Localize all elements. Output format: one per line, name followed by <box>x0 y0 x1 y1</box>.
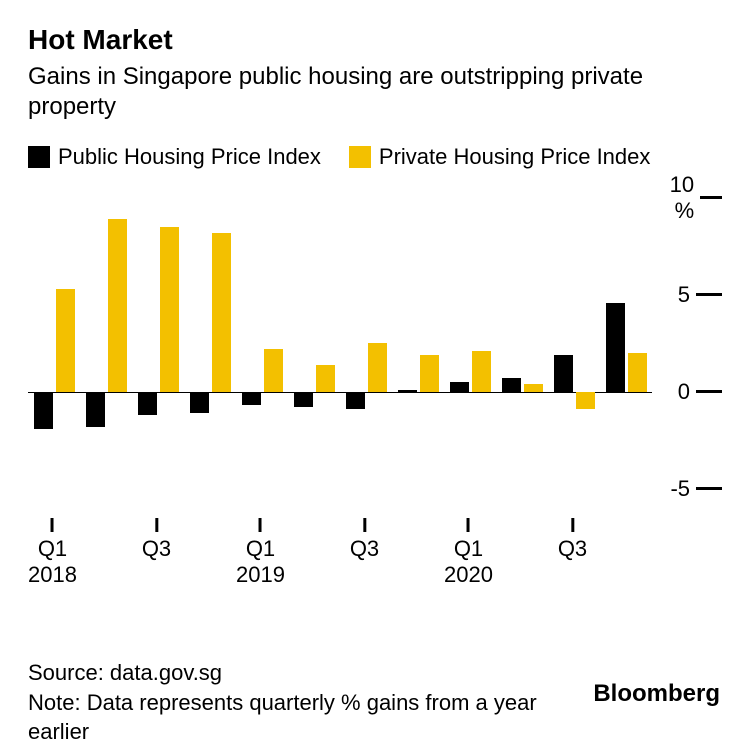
y-tick-label: -5 <box>662 476 690 502</box>
bar-public <box>502 378 521 392</box>
x-tick: Q3 <box>350 518 379 562</box>
chart-area: 10 %50-5 Q12018Q3Q12019Q3Q12020Q3 <box>28 188 722 578</box>
bar-private <box>472 351 491 392</box>
zero-line <box>28 392 652 393</box>
x-tick: Q12020 <box>444 518 493 588</box>
branding-logo: Bloomberg <box>560 680 720 708</box>
bar-public <box>34 392 53 429</box>
x-tick: Q12018 <box>28 518 77 588</box>
bar-public <box>398 390 417 392</box>
x-tick: Q12019 <box>236 518 285 588</box>
x-tick-mark <box>363 518 366 532</box>
bar-private <box>368 343 387 392</box>
bar-public <box>138 392 157 415</box>
x-tick-label: Q1 <box>444 536 493 562</box>
bar-private <box>524 384 543 392</box>
y-tick-label: 10 % <box>652 172 694 224</box>
x-tick: Q3 <box>142 518 171 562</box>
note-text: Note: Data represents quarterly % gains … <box>28 688 548 747</box>
y-tick: 0 <box>662 379 722 405</box>
bar-private <box>212 233 231 392</box>
bar-private <box>56 289 75 392</box>
x-axis: Q12018Q3Q12019Q3Q12020Q3 <box>28 518 652 578</box>
bar-private <box>108 219 127 392</box>
x-tick-label: Q1 <box>28 536 77 562</box>
bar-private <box>420 355 439 392</box>
x-tick-mark <box>51 518 54 532</box>
x-tick-mark <box>467 518 470 532</box>
x-tick-label: Q3 <box>558 536 587 562</box>
x-tick-mark <box>155 518 158 532</box>
y-tick-label: 5 <box>662 282 690 308</box>
bar-private <box>628 353 647 392</box>
y-tick-mark <box>696 390 722 393</box>
legend-swatch-public <box>28 146 50 168</box>
x-tick-label: Q1 <box>236 536 285 562</box>
y-tick-mark <box>696 487 722 490</box>
x-tick-mark <box>259 518 262 532</box>
x-tick-mark <box>571 518 574 532</box>
x-tick-year: 2018 <box>28 562 77 588</box>
legend-item-public: Public Housing Price Index <box>28 144 321 170</box>
legend-label-public: Public Housing Price Index <box>58 144 321 170</box>
x-tick-label: Q3 <box>350 536 379 562</box>
chart-title: Hot Market <box>28 24 722 56</box>
bar-public <box>554 355 573 392</box>
bar-public <box>294 392 313 408</box>
bar-public <box>190 392 209 413</box>
legend-item-private: Private Housing Price Index <box>349 144 650 170</box>
y-tick-mark <box>696 293 722 296</box>
legend-swatch-private <box>349 146 371 168</box>
bar-private <box>160 227 179 392</box>
x-tick: Q3 <box>558 518 587 562</box>
bar-private <box>264 349 283 392</box>
y-tick-mark <box>700 196 722 199</box>
y-tick: -5 <box>662 476 722 502</box>
bar-private <box>316 365 335 392</box>
chart-subtitle: Gains in Singapore public housing are ou… <box>28 62 722 122</box>
bar-public <box>450 382 469 392</box>
legend-label-private: Private Housing Price Index <box>379 144 650 170</box>
y-tick-label: 0 <box>662 379 690 405</box>
bar-public <box>86 392 105 427</box>
bar-private <box>576 392 595 409</box>
y-tick: 5 <box>662 282 722 308</box>
y-axis: 10 %50-5 <box>652 188 722 578</box>
bar-public <box>346 392 365 409</box>
x-tick-year: 2019 <box>236 562 285 588</box>
bar-public <box>606 303 625 392</box>
x-tick-year: 2020 <box>444 562 493 588</box>
x-tick-label: Q3 <box>142 536 171 562</box>
legend: Public Housing Price Index Private Housi… <box>28 144 722 170</box>
bar-public <box>242 392 261 406</box>
y-tick: 10 % <box>652 172 722 224</box>
